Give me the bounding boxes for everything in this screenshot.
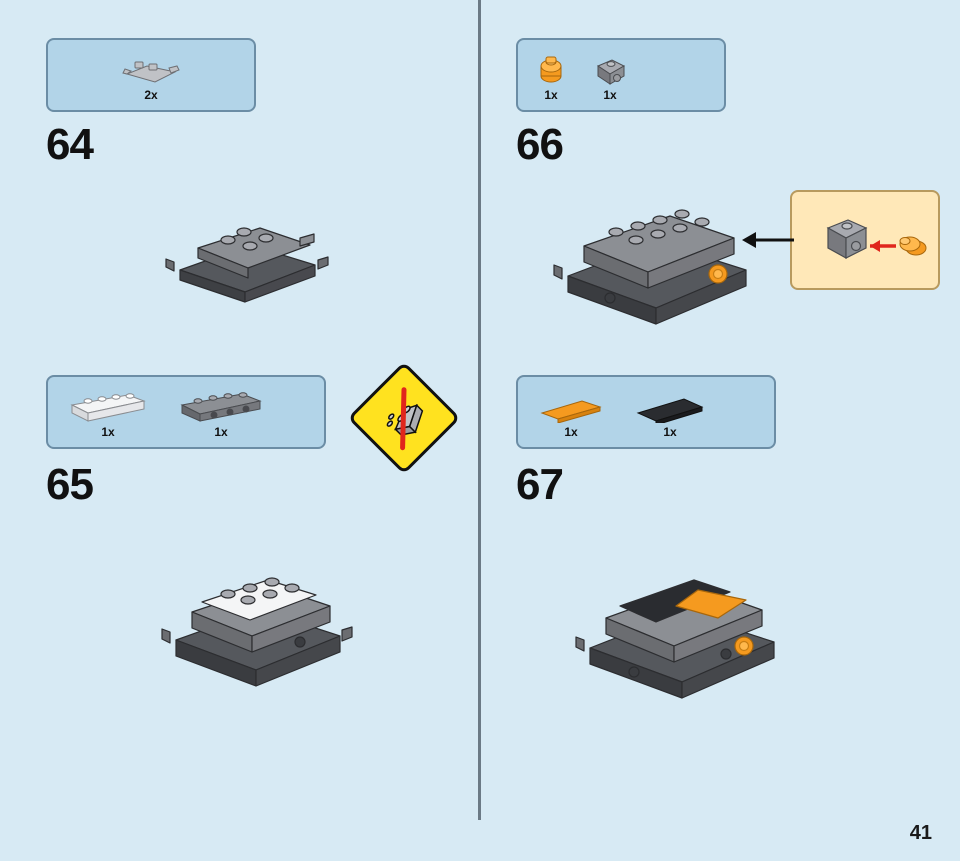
part-item: 2x [121, 54, 181, 102]
part-qty: 1x [101, 425, 114, 439]
part-item: 1x [538, 395, 604, 439]
parts-box-64: 2x [46, 38, 256, 112]
parts-box-65: 1x 1x [46, 375, 326, 449]
tile-wedge-orange-icon [538, 395, 604, 423]
assembly-65 [150, 540, 370, 705]
part-item: 1x [178, 389, 264, 439]
brick-1x4-white-icon [68, 389, 148, 423]
warning-diamond [364, 378, 444, 458]
technic-brick-icon [178, 389, 264, 423]
assembly-67 [570, 540, 820, 715]
brick-stud-side-icon [594, 52, 626, 86]
part-qty: 2x [144, 88, 157, 102]
part-qty: 1x [214, 425, 227, 439]
assembly-64 [150, 190, 350, 315]
page-number: 41 [910, 822, 932, 845]
part-qty: 1x [544, 88, 557, 102]
step-number-66: 66 [516, 120, 563, 170]
part-item: 1x [634, 395, 706, 439]
part-item: 1x [68, 389, 148, 439]
parts-box-67: 1x 1x [516, 375, 776, 449]
stud-round-orange-icon [538, 52, 564, 86]
part-qty: 1x [603, 88, 616, 102]
tile-wedge-black-icon [634, 395, 706, 423]
assembly-66 [550, 170, 790, 345]
callout-66 [790, 190, 940, 290]
part-qty: 1x [564, 425, 577, 439]
step-number-67: 67 [516, 460, 563, 510]
callout-arrow [740, 228, 796, 252]
warning-no-block-icon [364, 378, 443, 457]
parts-box-66: 1x 1x [516, 38, 726, 112]
step-number-64: 64 [46, 120, 93, 170]
page-divider [478, 0, 481, 820]
part-item: 1x [594, 52, 626, 102]
part-item: 1x [538, 52, 564, 102]
clip-plate-icon [121, 54, 181, 86]
part-qty: 1x [663, 425, 676, 439]
step-number-65: 65 [46, 460, 93, 510]
